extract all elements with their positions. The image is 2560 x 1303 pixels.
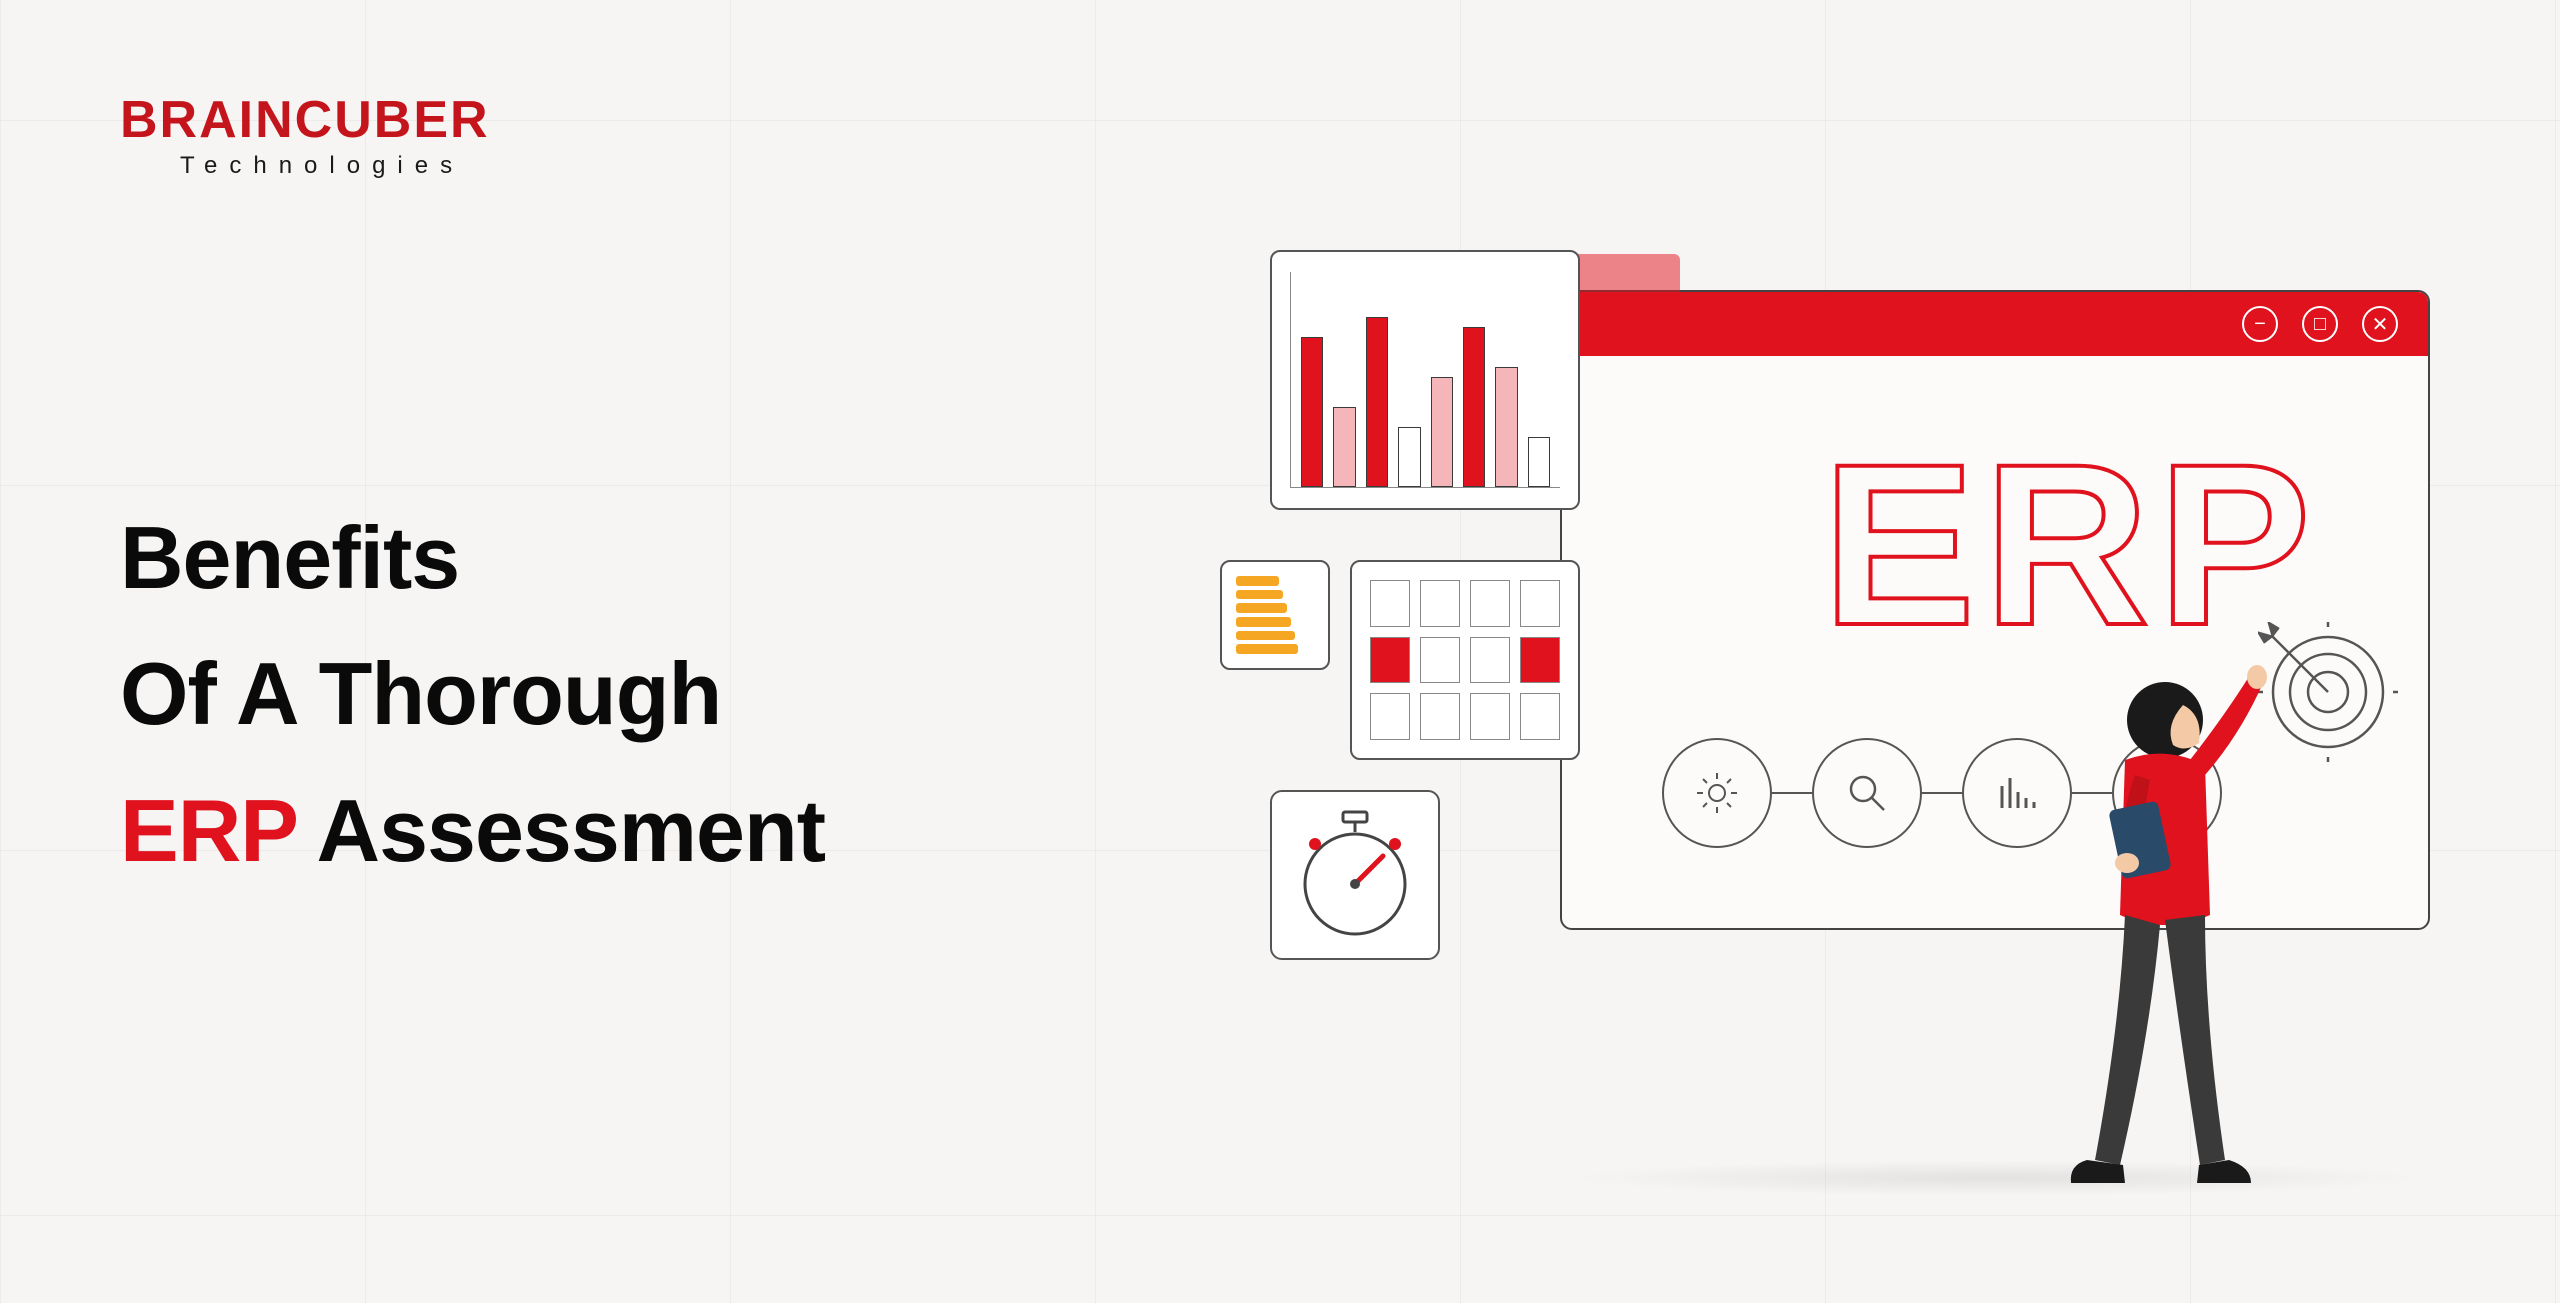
calendar-card [1350,560,1580,760]
calendar-cell [1470,637,1510,684]
stopwatch-card [1270,790,1440,960]
logo-brand: BRAINCUBER [120,90,490,150]
logo-subtitle: Technologies [180,152,490,180]
chart-bar [1301,337,1323,487]
search-icon [1812,738,1922,848]
coin [1236,617,1291,627]
gear-icon [1662,738,1772,848]
erp-window: − □ ✕ ERP [1560,290,2430,930]
coin [1236,631,1295,641]
coin [1236,644,1298,654]
headline-rest: Assessment [296,781,825,880]
coin [1236,590,1283,600]
chart-bar [1495,367,1517,487]
chart-bar [1463,327,1485,487]
erp-label: ERP [1822,412,2319,677]
window-shadow [1560,1160,2430,1196]
chart-bar [1366,317,1388,487]
calendar-cell [1370,693,1410,740]
headline-line2: Of A Thorough [120,626,825,762]
headline-line1: Benefits [120,490,825,626]
minimize-icon: − [2242,306,2278,342]
chart-bar [1333,407,1355,487]
calendar-cell [1520,637,1560,684]
calendar-cell [1470,580,1510,627]
logo: BRAINCUBER Technologies [120,90,490,180]
calendar-cell [1420,637,1460,684]
calendar-cell [1420,693,1460,740]
window-titlebar: − □ ✕ [1562,292,2428,356]
connector [1772,792,1812,794]
maximize-icon: □ [2302,306,2338,342]
chart-bar [1398,427,1420,487]
stopwatch-icon [1295,810,1415,940]
chart-bar [1528,437,1550,487]
close-icon: ✕ [2362,306,2398,342]
bar-chart-card [1270,250,1580,510]
coin [1236,603,1287,613]
calendar-cell [1370,580,1410,627]
coin [1236,576,1279,586]
connector [1922,792,1962,794]
headline: Benefits Of A Thorough ERP Assessment [120,490,825,899]
calendar-cell [1520,580,1560,627]
chart-bar [1431,377,1453,487]
calendar-cell [1470,693,1510,740]
calendar-cell [1370,637,1410,684]
headline-line3: ERP Assessment [120,763,825,899]
bar-chart [1290,272,1560,488]
headline-accent: ERP [120,781,296,880]
coins-card [1220,560,1330,670]
calendar-cell [1420,580,1460,627]
bars-icon [1962,738,2072,848]
person-illustration [2065,665,2285,1195]
calendar-cell [1520,693,1560,740]
